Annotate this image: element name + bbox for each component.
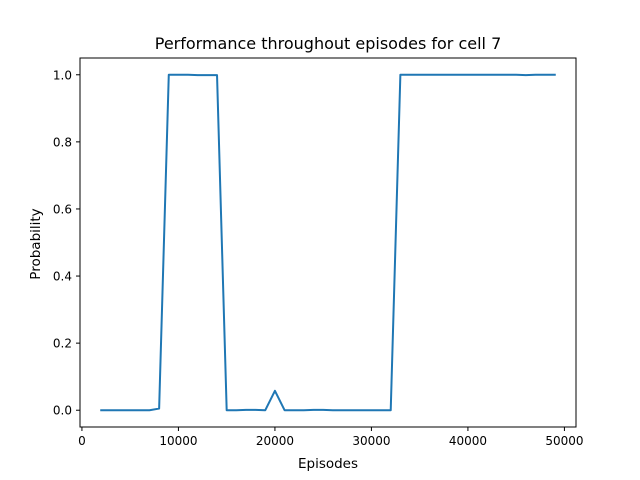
x-tick-label: 0 [78, 434, 86, 448]
plot-background [80, 58, 576, 427]
y-tick-label: 0.6 [53, 202, 72, 216]
axes-layer: 0 10000 20000 30000 40000 50000 0.0 0.2 0.4 0.6 0.… [53, 57, 584, 448]
y-tick-label: 0.4 [53, 270, 72, 284]
axes-frame [79, 57, 577, 428]
y-tick-label: 0.0 [53, 404, 72, 418]
x-axis-label: Episodes [298, 456, 358, 472]
x-tick-label: 20000 [256, 434, 294, 448]
y-tick-label: 0.8 [53, 135, 72, 149]
x-tick-label: 30000 [352, 434, 390, 448]
y-axis-label: Probability [28, 208, 44, 279]
x-tick-label: 10000 [159, 434, 197, 448]
plot-area [80, 58, 576, 427]
y-tick-label: 1.0 [53, 68, 72, 82]
series-layer [100, 73, 556, 412]
series-line-0 [100, 73, 556, 412]
x-tick-label: 50000 [545, 434, 583, 448]
chart-title: Performance throughout episodes for cell… [155, 34, 502, 53]
x-tick-label: 40000 [449, 434, 487, 448]
y-tick-label: 0.2 [53, 337, 72, 351]
